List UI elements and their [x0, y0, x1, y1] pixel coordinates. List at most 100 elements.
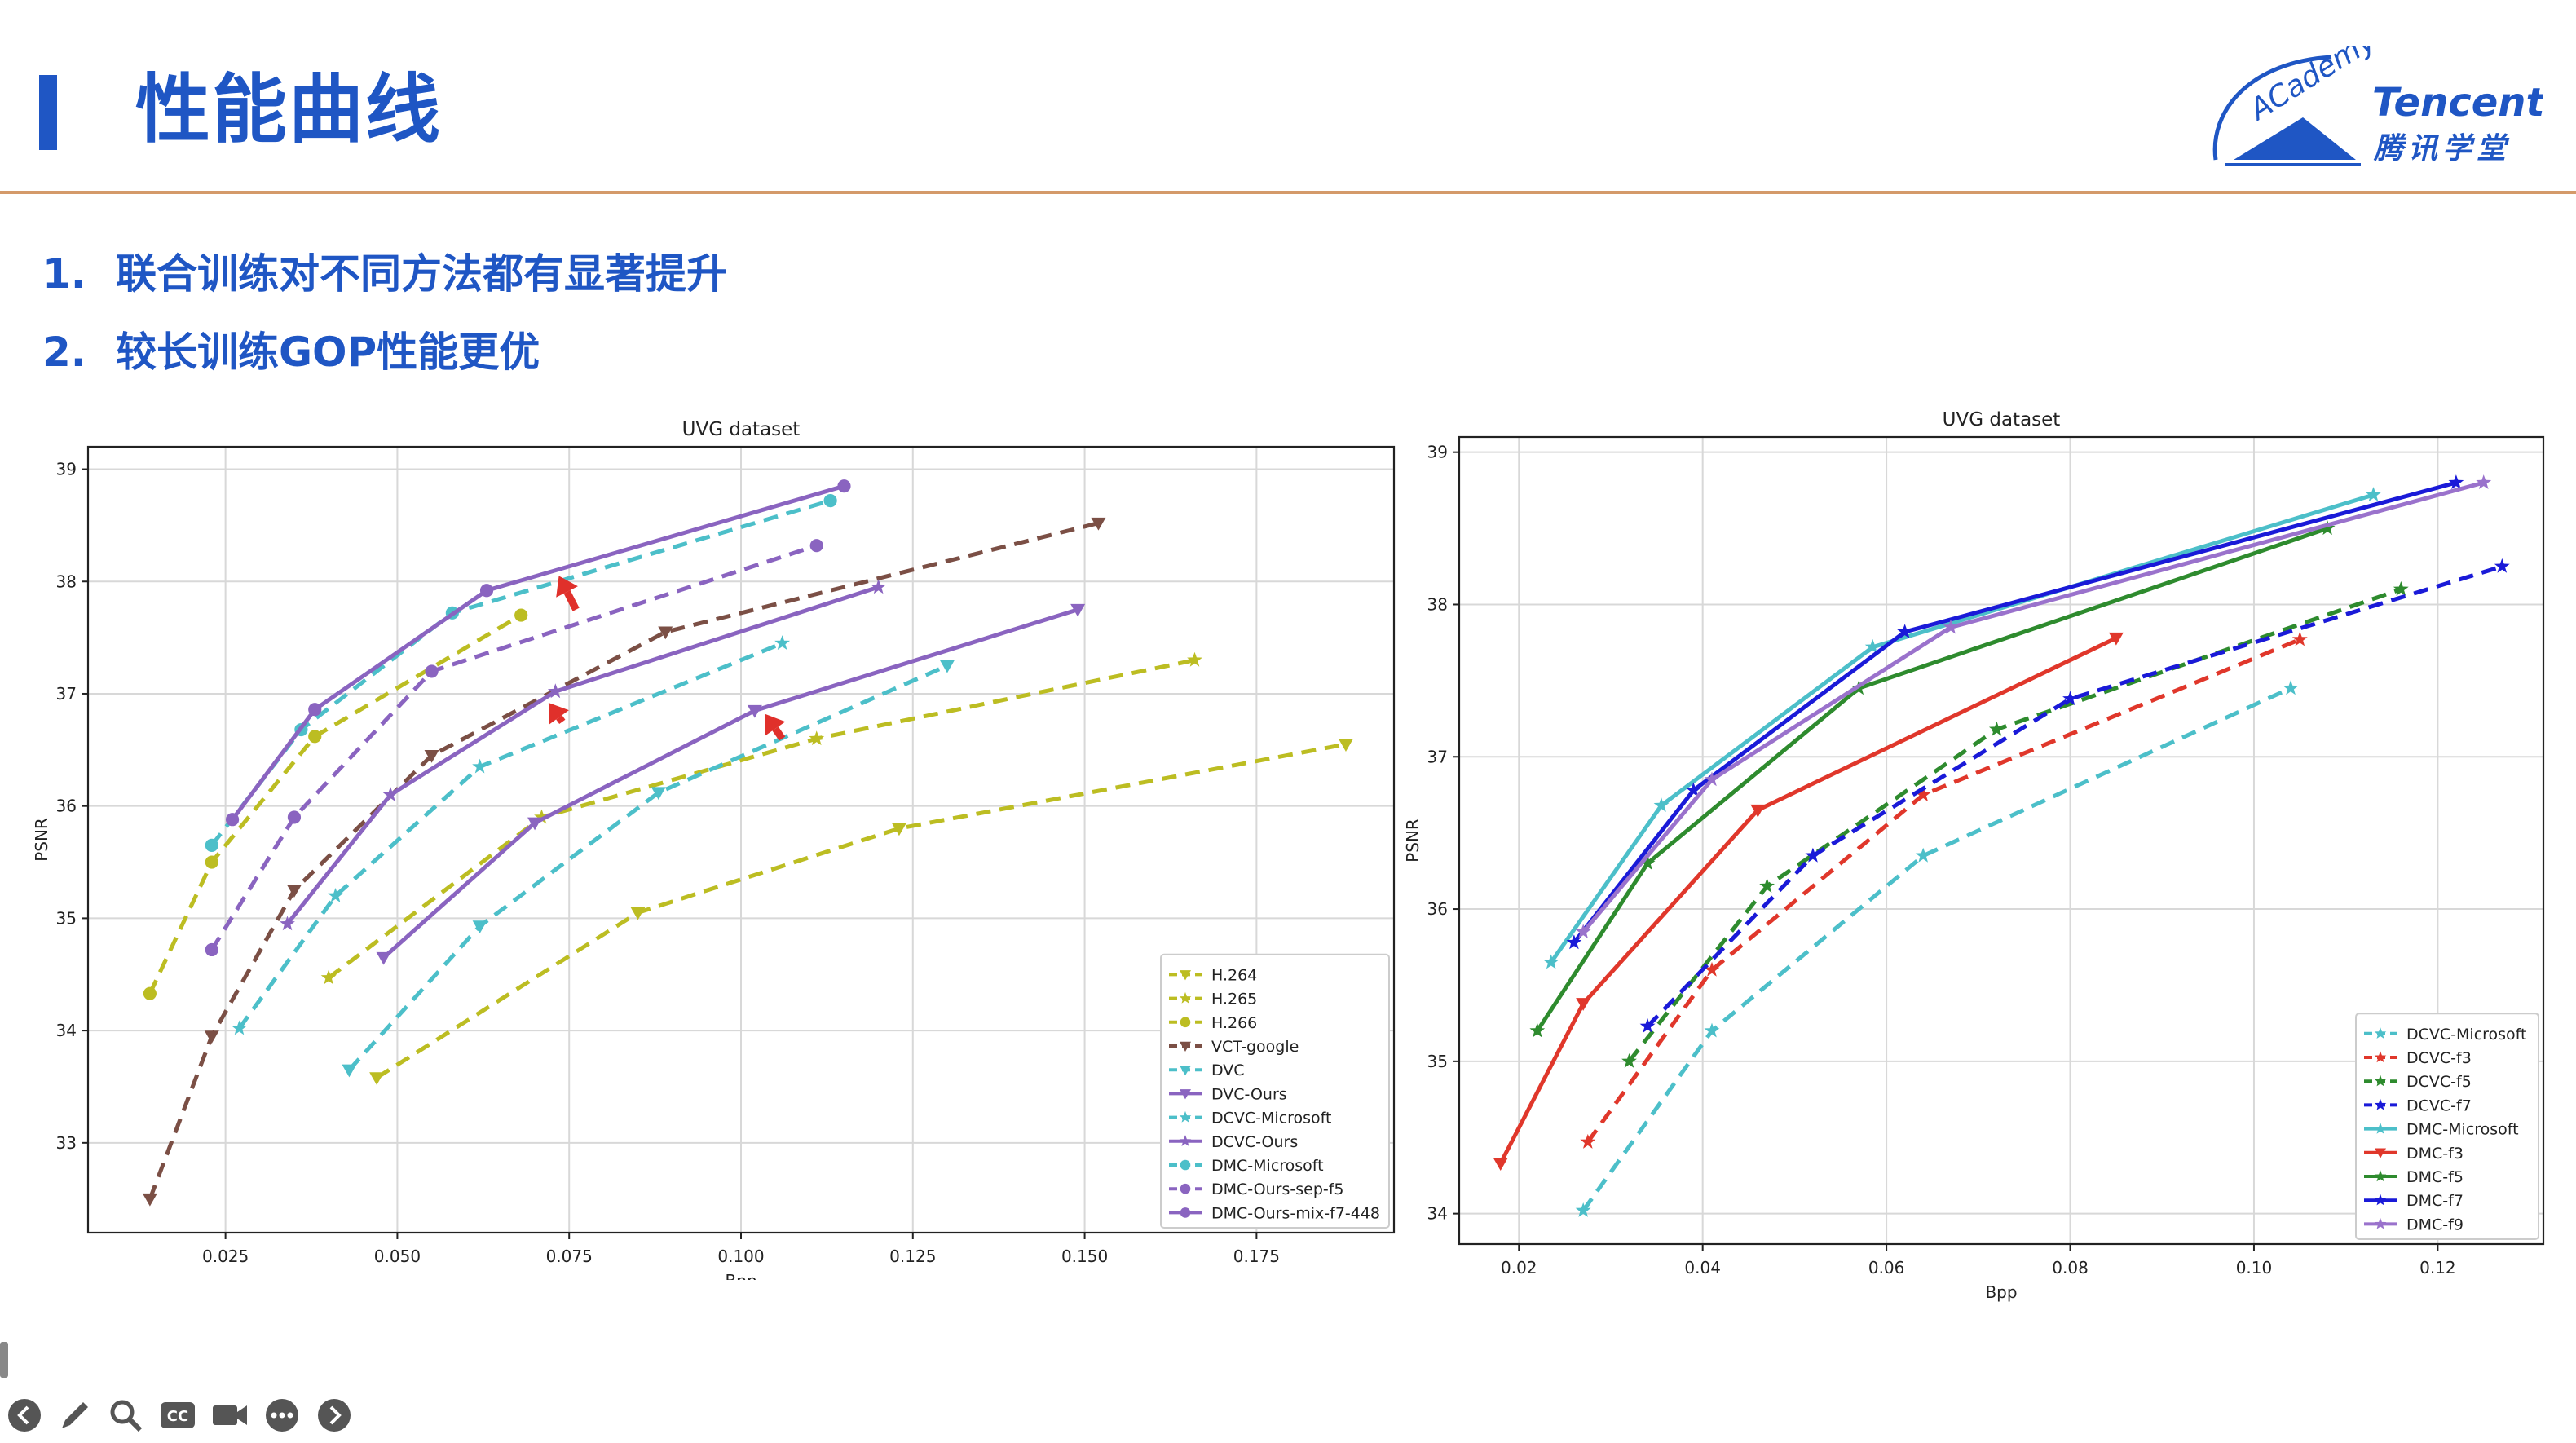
- legend-box: [2355, 1013, 2539, 1240]
- data-point: [547, 683, 563, 699]
- y-tick-label: 38: [1427, 594, 1448, 614]
- data-point: [1639, 855, 1656, 870]
- y-axis-label: PSNR: [1403, 819, 1423, 863]
- arrow-head: [556, 576, 578, 598]
- y-tick-label: 36: [56, 797, 77, 816]
- series: [1580, 631, 2308, 1149]
- legend-label: DMC-Ours-mix-f7-448: [1211, 1204, 1380, 1222]
- data-point: [1091, 517, 1106, 531]
- legend-swatch-marker: [1180, 1207, 1191, 1218]
- data-point: [2448, 474, 2464, 489]
- legend: DCVC-Microsoft DCVC-f3 DCVC-f5 DCVC-f7 DMC-M…: [2355, 1013, 2539, 1240]
- uvg-chart-left: 0.025 0.050 0.075 0.100 0.125 0.150 0.17533343…: [32, 419, 1396, 1280]
- series: [342, 660, 955, 1078]
- legend-swatch-marker: [2374, 1170, 2387, 1182]
- x-axis-label: Bpp: [1985, 1282, 2017, 1302]
- data-point: [1704, 961, 1720, 977]
- series-line: [1586, 638, 2301, 1144]
- legend-entry: DMC-Ours-sep-f5: [1169, 1180, 1344, 1198]
- data-point: [479, 584, 494, 598]
- more-icon[interactable]: [262, 1396, 302, 1435]
- data-point: [527, 817, 543, 831]
- arrow-shaft: [772, 726, 786, 741]
- series-line: [1581, 686, 2292, 1212]
- legend-entry: DMC-f5: [2364, 1168, 2464, 1186]
- series-line: [210, 543, 818, 951]
- data-point: [1750, 804, 1766, 818]
- series-line: [210, 498, 831, 847]
- series: [1529, 520, 2336, 1038]
- series: [376, 603, 1086, 965]
- logo-subtitle-text: 腾讯学堂: [2373, 132, 2511, 165]
- bullet-item: 1. 联合训练对不同方法都有显著提升: [42, 241, 727, 300]
- search-icon[interactable]: [106, 1396, 145, 1435]
- legend-entry: DVC-Ours: [1169, 1085, 1287, 1103]
- data-point: [891, 823, 906, 836]
- series: [1493, 632, 2124, 1171]
- legend-swatch-marker: [1180, 1041, 1191, 1052]
- arrow-shaft: [563, 589, 580, 611]
- x-tick-label: 0.10: [2236, 1258, 2273, 1278]
- legend-label: DVC: [1211, 1061, 1245, 1079]
- data-point: [1686, 782, 1701, 797]
- legend-swatch-marker: [1180, 1017, 1191, 1028]
- data-point: [514, 608, 528, 622]
- series: [143, 608, 528, 1000]
- y-tick-label: 33: [56, 1133, 77, 1153]
- series-line: [285, 585, 880, 925]
- tencent-academy-logo: ACademy Tencent 腾讯学堂: [2212, 46, 2543, 166]
- legend-entry: DMC-f7: [2364, 1192, 2464, 1210]
- arrow-head: [765, 713, 786, 736]
- data-point: [287, 810, 302, 824]
- legend-label: DCVC-f5: [2406, 1073, 2472, 1091]
- series: [142, 517, 1106, 1207]
- x-tick-label: 0.06: [1868, 1258, 1905, 1278]
- x-tick-label: 0.050: [374, 1247, 421, 1266]
- logo-brand-text: Tencent: [2372, 80, 2543, 126]
- data-point: [2476, 474, 2492, 489]
- data-point: [2494, 558, 2510, 573]
- series-line: [231, 483, 845, 821]
- series: [1575, 474, 2492, 939]
- legend-swatch-marker: [2374, 1075, 2387, 1087]
- series: [1639, 558, 2510, 1033]
- arrow-head: [548, 702, 569, 725]
- data-point: [2291, 631, 2308, 646]
- legend-swatch-marker: [2374, 1027, 2387, 1039]
- legend-swatch-marker: [1179, 1110, 1192, 1123]
- legend-label: DCVC-Ours: [1211, 1133, 1298, 1151]
- plot-frame: [1458, 435, 2545, 1246]
- series-line: [148, 521, 1100, 1200]
- x-tick-label: 0.08: [2052, 1258, 2089, 1278]
- legend-label: DMC-f7: [2406, 1192, 2464, 1210]
- data-point: [1897, 624, 1913, 639]
- chart-title: UVG dataset: [1943, 409, 2061, 430]
- series: [1575, 680, 2299, 1217]
- bullet-number: 1.: [42, 250, 86, 298]
- series: [205, 539, 823, 957]
- series: [320, 651, 1202, 985]
- x-tick-label: 0.04: [1684, 1258, 1721, 1278]
- pen-icon[interactable]: [55, 1396, 95, 1435]
- data-point: [328, 888, 343, 902]
- data-point: [286, 885, 302, 898]
- back-icon[interactable]: [5, 1396, 44, 1435]
- forward-icon[interactable]: [315, 1396, 354, 1435]
- header-divider: [0, 191, 2576, 194]
- chart-title: UVG dataset: [682, 419, 801, 440]
- data-point: [823, 494, 837, 508]
- toolbar-handle[interactable]: [0, 1342, 8, 1378]
- legend-swatch-marker: [2374, 1122, 2387, 1134]
- series-line: [148, 613, 523, 995]
- data-point: [747, 704, 762, 718]
- camera-icon[interactable]: [210, 1396, 249, 1435]
- legend-label: DMC-Ours-sep-f5: [1211, 1180, 1344, 1198]
- y-tick-label: 35: [56, 908, 77, 928]
- data-point: [472, 758, 487, 774]
- cc-icon[interactable]: CC: [158, 1396, 197, 1435]
- data-point: [651, 787, 666, 801]
- series-line: [237, 641, 783, 1030]
- data-point: [382, 787, 399, 801]
- data-point: [1493, 1158, 1508, 1171]
- series: [1621, 580, 2409, 1068]
